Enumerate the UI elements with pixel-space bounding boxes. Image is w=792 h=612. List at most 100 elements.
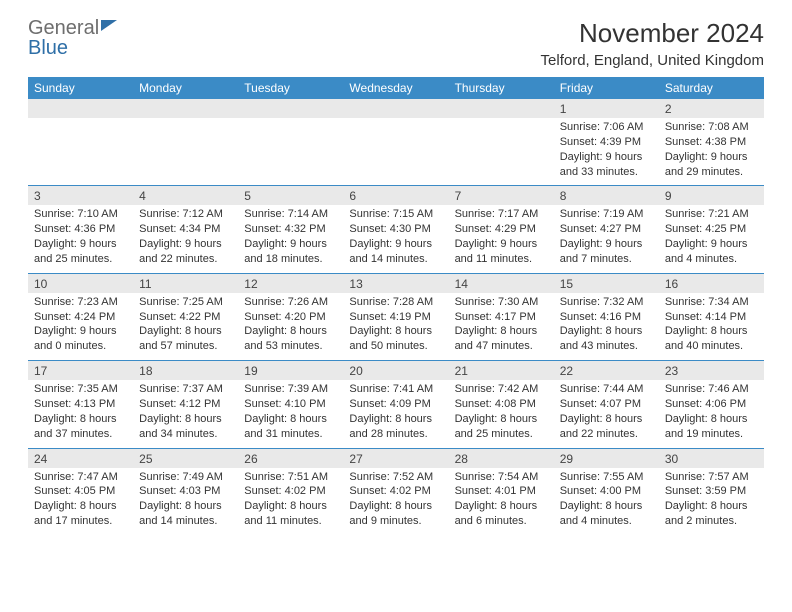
day-header-row: SundayMondayTuesdayWednesdayThursdayFrid… — [28, 77, 764, 99]
day-detail-line: and 40 minutes. — [665, 339, 758, 354]
day-number-cell: 8 — [554, 186, 659, 205]
logo-text: General Blue — [28, 18, 117, 58]
day-detail-line: Sunrise: 7:19 AM — [560, 207, 653, 222]
day-detail-line: Sunrise: 7:37 AM — [139, 382, 232, 397]
day-detail-line: Daylight: 8 hours — [244, 324, 337, 339]
day-detail-line: Daylight: 8 hours — [455, 499, 548, 514]
day-detail-cell: Sunrise: 7:12 AMSunset: 4:34 PMDaylight:… — [133, 205, 238, 273]
day-detail-line: Sunset: 4:07 PM — [560, 397, 653, 412]
calendar-page: General Blue November 2024 Telford, Engl… — [0, 0, 792, 535]
day-number-cell: 13 — [343, 274, 448, 293]
day-detail-line: Sunset: 4:32 PM — [244, 222, 337, 237]
day-detail-cell: Sunrise: 7:28 AMSunset: 4:19 PMDaylight:… — [343, 293, 448, 361]
day-detail-line: Sunset: 4:06 PM — [665, 397, 758, 412]
day-number-cell: 29 — [554, 449, 659, 468]
day-header: Thursday — [449, 77, 554, 99]
day-detail-line: Daylight: 9 hours — [665, 237, 758, 252]
day-detail-cell — [133, 118, 238, 186]
day-detail-line: and 43 minutes. — [560, 339, 653, 354]
day-detail-line: Sunrise: 7:06 AM — [560, 120, 653, 135]
day-detail-line: Sunset: 4:38 PM — [665, 135, 758, 150]
day-detail-cell — [28, 118, 133, 186]
day-detail-cell: Sunrise: 7:54 AMSunset: 4:01 PMDaylight:… — [449, 468, 554, 535]
day-detail-line: Sunset: 4:17 PM — [455, 310, 548, 325]
day-detail-line: Daylight: 9 hours — [244, 237, 337, 252]
day-detail-line: Sunrise: 7:14 AM — [244, 207, 337, 222]
day-detail-line: Sunrise: 7:46 AM — [665, 382, 758, 397]
day-detail-cell: Sunrise: 7:26 AMSunset: 4:20 PMDaylight:… — [238, 293, 343, 361]
day-detail-line: Sunrise: 7:30 AM — [455, 295, 548, 310]
day-detail-cell: Sunrise: 7:41 AMSunset: 4:09 PMDaylight:… — [343, 380, 448, 448]
day-detail-line: Daylight: 9 hours — [455, 237, 548, 252]
logo-part2: Blue — [28, 37, 68, 59]
day-detail-line: Daylight: 8 hours — [244, 499, 337, 514]
day-detail-line: Sunset: 4:24 PM — [34, 310, 127, 325]
day-detail-line: Sunrise: 7:17 AM — [455, 207, 548, 222]
day-detail-line: Sunrise: 7:47 AM — [34, 470, 127, 485]
day-detail-line: Sunset: 4:01 PM — [455, 484, 548, 499]
day-detail-cell: Sunrise: 7:15 AMSunset: 4:30 PMDaylight:… — [343, 205, 448, 273]
day-detail-cell: Sunrise: 7:06 AMSunset: 4:39 PMDaylight:… — [554, 118, 659, 186]
day-detail-line: Sunrise: 7:28 AM — [349, 295, 442, 310]
day-detail-line: Sunset: 4:30 PM — [349, 222, 442, 237]
day-detail-cell: Sunrise: 7:37 AMSunset: 4:12 PMDaylight:… — [133, 380, 238, 448]
day-detail-line: Sunset: 4:05 PM — [34, 484, 127, 499]
day-detail-line: Daylight: 8 hours — [560, 324, 653, 339]
day-number-cell: 3 — [28, 186, 133, 205]
day-detail-line: Sunset: 4:27 PM — [560, 222, 653, 237]
day-number-row: 12 — [28, 99, 764, 118]
title-block: November 2024 Telford, England, United K… — [541, 18, 764, 69]
day-number-cell: 10 — [28, 274, 133, 293]
day-detail-line: and 37 minutes. — [34, 427, 127, 442]
day-detail-line: Sunset: 4:20 PM — [244, 310, 337, 325]
day-detail-line: Sunset: 4:16 PM — [560, 310, 653, 325]
day-detail-line: and 25 minutes. — [34, 252, 127, 267]
day-detail-row: Sunrise: 7:10 AMSunset: 4:36 PMDaylight:… — [28, 205, 764, 273]
day-detail-line: Daylight: 9 hours — [139, 237, 232, 252]
day-detail-line: and 25 minutes. — [455, 427, 548, 442]
day-detail-line: and 19 minutes. — [665, 427, 758, 442]
day-detail-line: Sunset: 3:59 PM — [665, 484, 758, 499]
day-detail-cell: Sunrise: 7:14 AMSunset: 4:32 PMDaylight:… — [238, 205, 343, 273]
day-detail-line: Sunset: 4:12 PM — [139, 397, 232, 412]
day-detail-line: Sunset: 4:34 PM — [139, 222, 232, 237]
day-detail-line: Sunrise: 7:35 AM — [34, 382, 127, 397]
day-detail-line: Sunset: 4:00 PM — [560, 484, 653, 499]
month-title: November 2024 — [541, 18, 764, 49]
day-detail-line: and 53 minutes. — [244, 339, 337, 354]
day-number-cell: 28 — [449, 449, 554, 468]
day-detail-line: and 17 minutes. — [34, 514, 127, 529]
day-number-cell: 20 — [343, 361, 448, 380]
day-detail-cell: Sunrise: 7:35 AMSunset: 4:13 PMDaylight:… — [28, 380, 133, 448]
day-detail-line: and 22 minutes. — [560, 427, 653, 442]
day-detail-cell: Sunrise: 7:10 AMSunset: 4:36 PMDaylight:… — [28, 205, 133, 273]
day-detail-cell — [238, 118, 343, 186]
day-detail-line: Daylight: 8 hours — [244, 412, 337, 427]
day-detail-line: Daylight: 8 hours — [665, 324, 758, 339]
day-detail-cell: Sunrise: 7:51 AMSunset: 4:02 PMDaylight:… — [238, 468, 343, 535]
logo-triangle-icon — [101, 20, 117, 31]
day-detail-line: and 22 minutes. — [139, 252, 232, 267]
day-detail-line: Daylight: 9 hours — [34, 237, 127, 252]
day-detail-line: Sunrise: 7:10 AM — [34, 207, 127, 222]
day-number-cell: 24 — [28, 449, 133, 468]
day-detail-line: and 6 minutes. — [455, 514, 548, 529]
day-detail-cell: Sunrise: 7:49 AMSunset: 4:03 PMDaylight:… — [133, 468, 238, 535]
day-detail-cell: Sunrise: 7:52 AMSunset: 4:02 PMDaylight:… — [343, 468, 448, 535]
day-detail-row: Sunrise: 7:47 AMSunset: 4:05 PM Daylight:… — [28, 468, 764, 535]
day-detail-line: Sunset: 4:36 PM — [34, 222, 127, 237]
day-detail-line: and 4 minutes. — [665, 252, 758, 267]
day-detail-line: Daylight: 8 hours — [139, 412, 232, 427]
day-detail-cell: Sunrise: 7:17 AMSunset: 4:29 PMDaylight:… — [449, 205, 554, 273]
day-number-cell: 16 — [659, 274, 764, 293]
day-detail-line: Daylight: 8 hours — [560, 499, 653, 514]
day-detail-line: Daylight: 8 hours — [455, 324, 548, 339]
day-number-cell — [343, 99, 448, 118]
day-number-cell: 5 — [238, 186, 343, 205]
logo-part1: General — [28, 17, 99, 39]
day-detail-line: Sunrise: 7:42 AM — [455, 382, 548, 397]
day-detail-line: and 7 minutes. — [560, 252, 653, 267]
day-detail-line: and 33 minutes. — [560, 165, 653, 180]
day-detail-line: and 0 minutes. — [34, 339, 127, 354]
day-detail-line: Sunset: 4:19 PM — [349, 310, 442, 325]
